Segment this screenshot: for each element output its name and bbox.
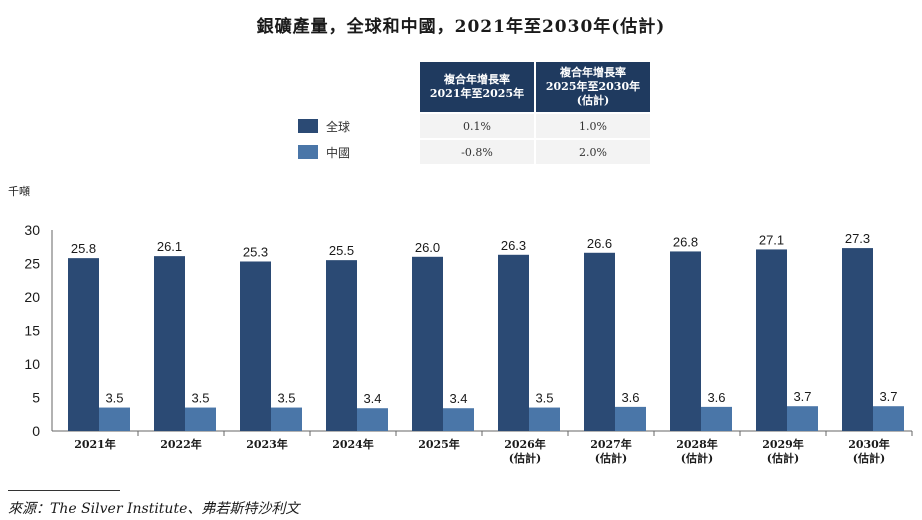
cagr-row: 中國 -0.8% 2.0% bbox=[298, 140, 650, 164]
legend-label: 全球 bbox=[326, 119, 351, 134]
x-tick-label: 2029年(估計) bbox=[762, 437, 804, 465]
x-tick-label: 2022年 bbox=[160, 437, 202, 451]
data-label: 3.4 bbox=[363, 391, 381, 406]
bar bbox=[498, 254, 529, 431]
x-tick-label-line: 2022年 bbox=[160, 437, 202, 451]
cagr-value: -0.8% bbox=[420, 140, 534, 164]
bar bbox=[584, 252, 615, 431]
bar bbox=[701, 406, 732, 431]
x-tick-label: 2028年(估計) bbox=[676, 437, 718, 465]
bar bbox=[326, 260, 357, 431]
y-tick-label: 15 bbox=[24, 323, 40, 339]
bar-chart: 0 5 10 15 20 25 30 25.8 3.5 2021年 26.1 3.5 2022年 25.3… bbox=[24, 222, 913, 465]
y-tick-label: 30 bbox=[24, 222, 40, 238]
y-tick-label: 25 bbox=[24, 256, 40, 272]
data-label: 26.8 bbox=[673, 234, 698, 249]
data-label: 27.3 bbox=[845, 231, 870, 246]
data-label: 3.7 bbox=[793, 389, 811, 404]
bar bbox=[357, 408, 388, 431]
data-label: 26.1 bbox=[157, 239, 182, 254]
legend-label: 中國 bbox=[326, 145, 351, 160]
x-tick-label-line: 2029年 bbox=[762, 437, 804, 451]
source-note: 來源：The Silver Institute、弗若斯特沙利文 bbox=[8, 501, 300, 517]
x-tick-label-line: 2024年 bbox=[332, 437, 374, 451]
data-label: 3.7 bbox=[879, 389, 897, 404]
data-label: 3.6 bbox=[707, 390, 725, 405]
y-tick-label: 10 bbox=[24, 356, 40, 372]
bar bbox=[787, 406, 818, 431]
cagr-value: 1.0% bbox=[536, 114, 650, 138]
bar bbox=[412, 256, 443, 431]
x-tick-label-line: 2021年 bbox=[74, 437, 116, 451]
bar bbox=[842, 248, 873, 431]
cagr-header: 複合年增長率 2021年至2025年 bbox=[420, 62, 534, 112]
y-tick-label: 0 bbox=[32, 423, 40, 439]
y-tick-label: 20 bbox=[24, 289, 40, 305]
x-tick-label-line: (估計) bbox=[767, 451, 799, 465]
x-tick-label: 2026年(估計) bbox=[504, 437, 546, 465]
chart-title: 銀礦產量，全球和中國，2021年至2030年(估計) bbox=[256, 17, 666, 37]
x-tick-label: 2027年(估計) bbox=[590, 437, 632, 465]
bar bbox=[271, 407, 302, 431]
data-label: 25.8 bbox=[71, 241, 96, 256]
x-tick-label: 2025年 bbox=[418, 437, 460, 451]
x-tick-label: 2030年(估計) bbox=[848, 437, 890, 465]
data-label: 26.3 bbox=[501, 238, 526, 253]
cagr-table: 複合年增長率 2021年至2025年 複合年增長率 2025年至2030年 (估… bbox=[296, 60, 652, 166]
source-divider bbox=[8, 490, 120, 491]
bar bbox=[756, 249, 787, 431]
bar bbox=[615, 406, 646, 431]
bar bbox=[443, 408, 474, 431]
bar bbox=[154, 256, 185, 431]
bar bbox=[68, 258, 99, 431]
data-label: 27.1 bbox=[759, 232, 784, 247]
y-axis-unit: 千噸 bbox=[8, 185, 30, 198]
data-label: 26.6 bbox=[587, 236, 612, 251]
cagr-corner bbox=[298, 62, 418, 112]
data-label: 3.5 bbox=[191, 391, 209, 406]
x-tick-label-line: (估計) bbox=[509, 451, 541, 465]
data-label: 3.4 bbox=[449, 391, 467, 406]
bar bbox=[670, 251, 701, 431]
x-tick-label-line: (估計) bbox=[595, 451, 627, 465]
x-tick-label-line: 2026年 bbox=[504, 437, 546, 451]
x-tick-label-line: (估計) bbox=[681, 451, 713, 465]
data-label: 3.6 bbox=[621, 390, 639, 405]
cagr-row: 全球 0.1% 1.0% bbox=[298, 114, 650, 138]
x-tick-label-line: 2028年 bbox=[676, 437, 718, 451]
data-label: 3.5 bbox=[535, 391, 553, 406]
cagr-header: 複合年增長率 2025年至2030年 (估計) bbox=[536, 62, 650, 112]
x-tick-label-line: 2027年 bbox=[590, 437, 632, 451]
cagr-value: 2.0% bbox=[536, 140, 650, 164]
x-tick-label: 2021年 bbox=[74, 437, 116, 451]
data-label: 25.3 bbox=[243, 244, 268, 259]
x-tick-label: 2023年 bbox=[246, 437, 288, 451]
x-tick-label-line: 2023年 bbox=[246, 437, 288, 451]
bar bbox=[873, 406, 904, 431]
bar bbox=[240, 261, 271, 431]
x-tick-label: 2024年 bbox=[332, 437, 374, 451]
cagr-header-row: 複合年增長率 2021年至2025年 複合年增長率 2025年至2030年 (估… bbox=[298, 62, 650, 112]
bar bbox=[185, 407, 216, 431]
data-label: 25.5 bbox=[329, 243, 354, 258]
x-tick-label-line: 2030年 bbox=[848, 437, 890, 451]
legend-swatch bbox=[298, 145, 318, 159]
y-tick-label: 5 bbox=[32, 390, 40, 406]
data-label: 3.5 bbox=[105, 391, 123, 406]
x-tick-label-line: (估計) bbox=[853, 451, 885, 465]
data-label: 26.0 bbox=[415, 240, 440, 255]
cagr-value: 0.1% bbox=[420, 114, 534, 138]
bar bbox=[99, 407, 130, 431]
legend-swatch bbox=[298, 119, 318, 133]
bar bbox=[529, 407, 560, 431]
data-label: 3.5 bbox=[277, 391, 295, 406]
legend-item-china: 中國 bbox=[298, 140, 418, 164]
x-tick-label-line: 2025年 bbox=[418, 437, 460, 451]
legend-item-global: 全球 bbox=[298, 114, 418, 138]
